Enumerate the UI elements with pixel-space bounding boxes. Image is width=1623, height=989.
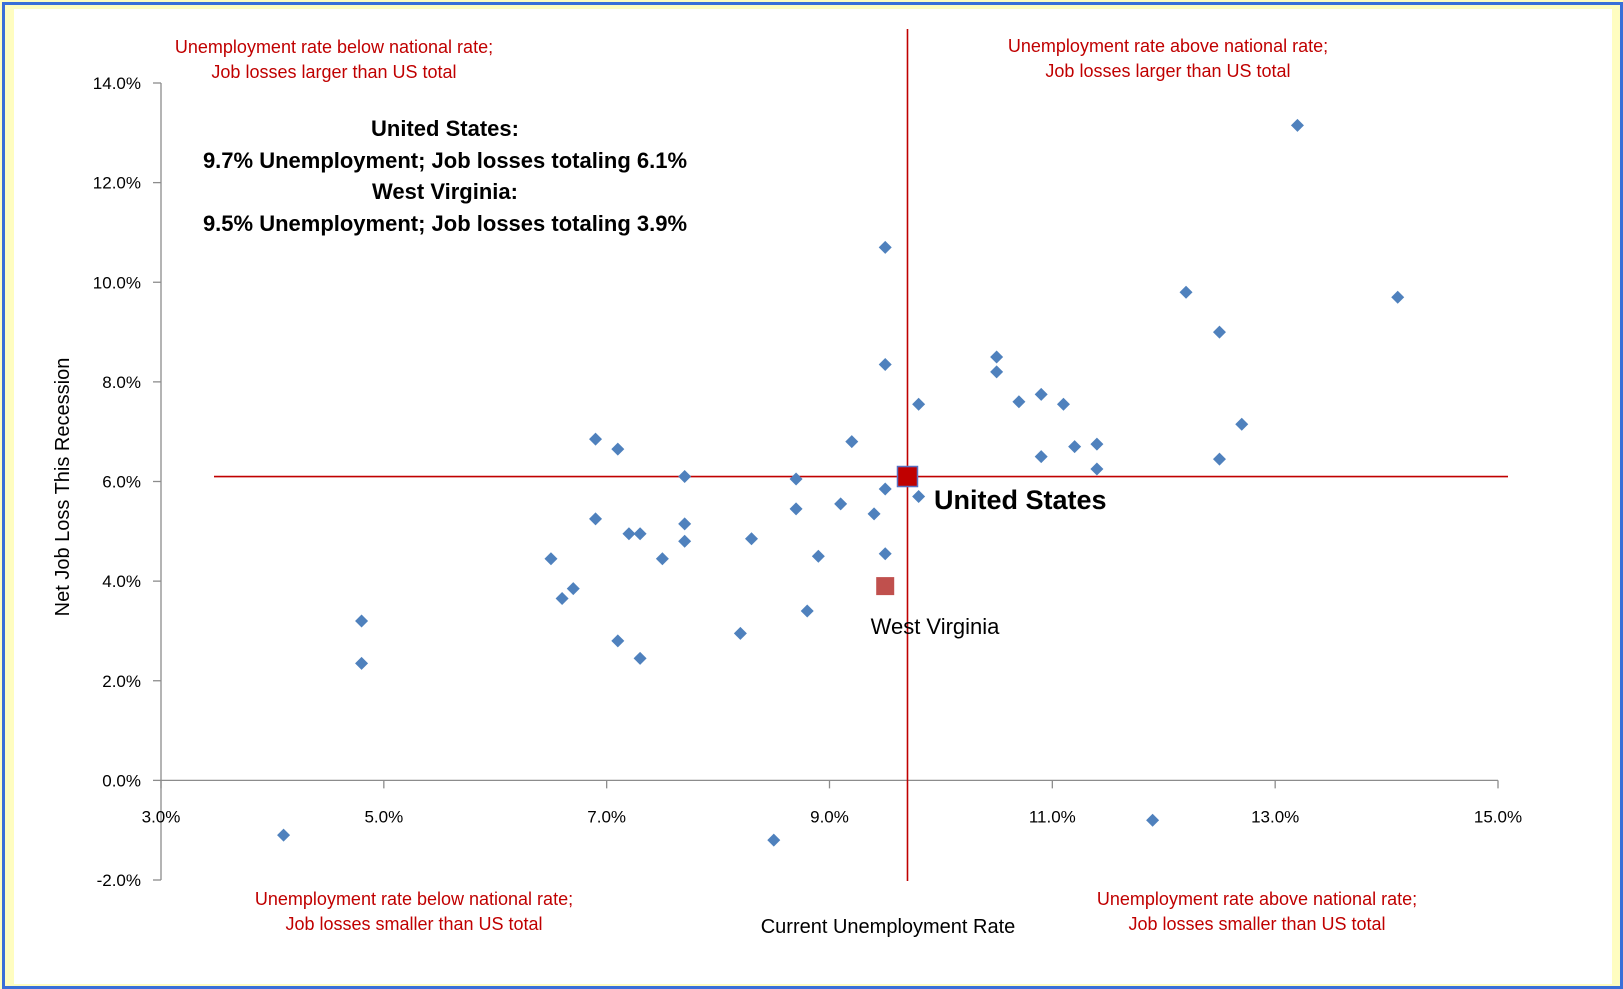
state-data-point — [1391, 290, 1405, 304]
y-tick-label: 2.0% — [102, 672, 141, 691]
y-tick-label: 6.0% — [102, 473, 141, 492]
state-data-point — [1212, 325, 1226, 339]
state-data-point — [611, 442, 625, 456]
state-data-point — [622, 527, 636, 541]
chart-area: -2.0% 0.0% 2.0% 4.0% 6.0% 8.0% 10.0% 12.0% 14.0%… — [14, 9, 1612, 984]
state-data-point — [1068, 440, 1082, 454]
x-tick-label: 9.0% — [810, 807, 849, 826]
state-data-point — [1179, 285, 1193, 299]
quadrant-note-bottom-right-line-1: Unemployment rate above national rate; — [1097, 889, 1417, 909]
state-data-point — [589, 432, 603, 446]
y-tick-label: 8.0% — [102, 373, 141, 392]
x-tick-label: 11.0% — [1029, 807, 1076, 826]
state-data-point — [811, 549, 825, 563]
state-data-point — [834, 497, 848, 511]
state-data-point — [355, 614, 369, 628]
summary-line-1: United States: — [371, 116, 519, 141]
tick-labels: -2.0% 0.0% 2.0% 4.0% 6.0% 8.0% 10.0% 12.0% 14.0%… — [93, 74, 1522, 890]
y-tick-label: 12.0% — [93, 174, 141, 193]
x-axis-title: Current Unemployment Rate — [761, 916, 1016, 938]
state-data-point — [678, 517, 692, 531]
quadrant-note-top-right-line-1: Unemployment rate above national rate; — [1008, 36, 1328, 56]
x-tick-label: 15.0% — [1474, 807, 1522, 826]
state-data-point — [555, 592, 569, 606]
state-data-point — [678, 534, 692, 548]
state-data-point — [800, 604, 814, 618]
state-data-point — [655, 552, 669, 566]
quadrant-note-top-left-line-1: Unemployment rate below national rate; — [175, 37, 493, 57]
state-data-point — [678, 470, 692, 484]
quadrant-note-bottom-left-line-2: Job losses smaller than US total — [285, 914, 542, 934]
state-data-point — [745, 532, 759, 546]
state-data-point — [544, 552, 558, 566]
summary-line-2: 9.7% Unemployment; Job losses totaling 6… — [203, 148, 687, 173]
state-data-point — [789, 472, 803, 486]
state-data-point — [878, 357, 892, 371]
state-data-point — [878, 547, 892, 561]
state-data-point — [990, 350, 1004, 364]
west-virginia-marker — [876, 577, 895, 596]
quadrant-note-top-right-line-2: Job losses larger than US total — [1045, 61, 1290, 81]
state-data-point — [789, 502, 803, 516]
y-tick-label: 0.0% — [102, 771, 141, 790]
state-data-point — [990, 365, 1004, 379]
state-data-point — [733, 626, 747, 640]
y-tick-label: 10.0% — [93, 273, 141, 292]
y-tick-label: -2.0% — [97, 871, 141, 890]
state-data-point — [912, 489, 926, 503]
x-tick-label: 7.0% — [587, 807, 626, 826]
state-data-point — [1056, 397, 1070, 411]
state-data-point — [1290, 118, 1304, 132]
west-virginia-label: West Virginia — [871, 614, 1001, 639]
state-data-point — [878, 482, 892, 496]
state-data-point — [589, 512, 603, 526]
state-data-point — [1034, 450, 1048, 464]
x-tick-label: 5.0% — [364, 807, 403, 826]
reference-lines — [214, 29, 1508, 881]
state-data-point — [878, 240, 892, 254]
state-data-point — [566, 582, 580, 596]
state-data-point — [277, 828, 291, 842]
state-data-point — [1034, 387, 1048, 401]
quadrant-note-top-left-line-2: Job losses larger than US total — [211, 62, 456, 82]
data-points — [277, 118, 1405, 847]
state-data-point — [1012, 395, 1026, 409]
summary-line-4: 9.5% Unemployment; Job losses totaling 3… — [203, 211, 687, 236]
state-data-point — [845, 435, 859, 449]
x-tick-label: 13.0% — [1251, 807, 1299, 826]
state-data-point — [355, 656, 369, 670]
united-states-label: United States — [934, 485, 1107, 515]
state-data-point — [611, 634, 625, 648]
state-data-point — [1146, 813, 1160, 827]
quadrant-note-bottom-left-line-1: Unemployment rate below national rate; — [255, 889, 573, 909]
axes — [153, 82, 1499, 881]
state-data-point — [1090, 437, 1104, 451]
state-data-point — [1235, 417, 1249, 431]
y-tick-label: 14.0% — [93, 74, 141, 93]
state-data-point — [1212, 452, 1226, 466]
state-data-point — [633, 527, 647, 541]
summary-line-3: West Virginia: — [372, 179, 518, 204]
scatter-chart: -2.0% 0.0% 2.0% 4.0% 6.0% 8.0% 10.0% 12.0% 14.0%… — [52, 29, 1522, 938]
y-axis-title: Net Job Loss This Recession — [52, 358, 74, 617]
y-tick-label: 4.0% — [102, 572, 141, 591]
state-data-point — [912, 397, 926, 411]
highlight-points — [876, 465, 919, 596]
state-data-point — [867, 507, 881, 521]
quadrant-note-bottom-right-line-2: Job losses smaller than US total — [1128, 914, 1385, 934]
x-tick-label: 3.0% — [142, 807, 181, 826]
state-data-point — [767, 833, 781, 847]
state-data-point — [633, 651, 647, 665]
state-data-point — [1090, 462, 1104, 476]
united-states-marker — [896, 465, 919, 488]
